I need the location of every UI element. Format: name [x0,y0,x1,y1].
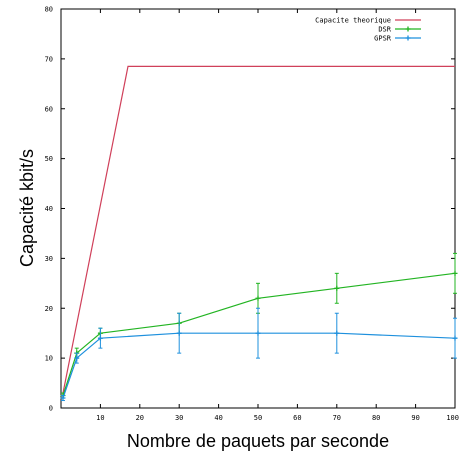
y-tick-label: 40 [45,205,53,213]
data-point [255,330,261,336]
y-axis-label: Capacité kbit/s [17,149,37,267]
legend-label: DSR [378,26,391,34]
x-tick-label: 10 [96,414,104,422]
y-tick-label: 30 [45,255,53,263]
data-point [452,270,458,276]
y-tick-label: 80 [45,6,53,14]
legend-marker [405,26,411,32]
y-tick-label: 50 [45,155,53,163]
legend-label: Capacite theorique [315,17,391,25]
axes-layer: 0 10 20 30 40 50 60 70 80 10 20 30 40 50 60 70 80 90 100 [45,6,459,423]
legend-marker [405,35,411,41]
series-line-2 [62,332,456,399]
x-tick-label: 30 [175,414,183,422]
x-tick-label: 80 [372,414,380,422]
legend-label: GPSR [374,35,392,43]
x-tick-label: 70 [333,414,341,422]
data-point [60,395,66,401]
y-tick-label: 70 [45,55,53,63]
series-line-1 [62,272,456,396]
y-tick-label: 0 [49,405,53,413]
data-point [452,335,458,341]
x-tick-label: 20 [136,414,144,422]
data-point [176,330,182,336]
series-layer [60,65,458,402]
x-tick-label: 90 [411,414,419,422]
x-tick-label: 100 [446,414,459,422]
x-tick-label: 60 [293,414,301,422]
y-tick-label: 20 [45,305,53,313]
y-tick-label: 10 [45,355,53,363]
data-point [255,295,261,301]
data-point [74,355,80,361]
series-line-0 [62,65,455,394]
data-point [97,335,103,341]
data-point [334,285,340,291]
x-axis-label: Nombre de paquets par seconde [127,431,389,451]
data-point [334,330,340,336]
x-tick-label: 40 [214,414,222,422]
y-tick-label: 60 [45,105,53,113]
x-tick-label: 50 [254,414,262,422]
